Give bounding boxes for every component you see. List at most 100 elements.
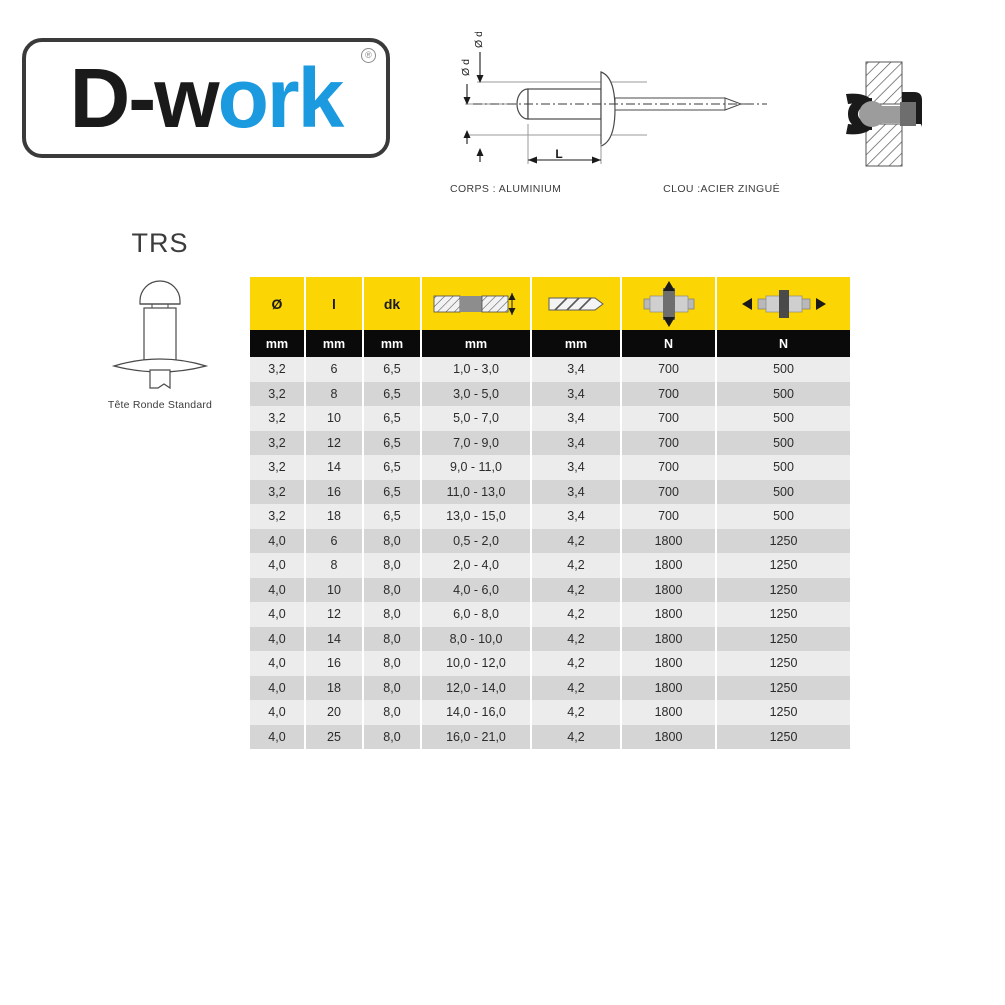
header-head-diameter: dk — [363, 277, 422, 330]
table-row: 3,2 12 6,5 7,0 - 9,0 3,4 700 500 — [250, 430, 850, 455]
table-cell: 18 — [305, 675, 364, 700]
table-row: 4,0 18 8,0 12,0 - 14,0 4,2 1800 1250 — [250, 675, 850, 700]
unit-tensile: N — [621, 330, 717, 357]
installed-rivet-icon — [838, 58, 958, 170]
table-cell: 7,0 - 9,0 — [421, 430, 532, 455]
table-cell: 4,0 - 6,0 — [421, 577, 532, 602]
table-cell: 6 — [305, 357, 364, 382]
table-cell: 20 — [305, 700, 364, 725]
table-row: 4,0 16 8,0 10,0 - 12,0 4,2 1800 1250 — [250, 651, 850, 676]
table-cell: 1250 — [716, 577, 850, 602]
table-cell: 4,0 — [250, 577, 306, 602]
table-cell: 3,4 — [531, 406, 622, 431]
table-cell: 18 — [305, 504, 364, 529]
table-cell: 8,0 — [363, 602, 422, 627]
table-row: 3,2 10 6,5 5,0 - 7,0 3,4 700 500 — [250, 406, 850, 431]
table-body: 3,2 6 6,5 1,0 - 3,0 3,4 700 500 3,2 8 6,5 3,0 - 5,… — [250, 357, 850, 749]
brand-logo: D-work ® — [22, 38, 390, 158]
table-cell: 4,2 — [531, 675, 622, 700]
table-cell: 12 — [305, 430, 364, 455]
table-cell: 700 — [621, 406, 717, 431]
tensile-strength-icon — [622, 277, 715, 330]
table-cell: 1800 — [621, 675, 717, 700]
table-cell: 6,5 — [363, 381, 422, 406]
table-cell: 1800 — [621, 602, 717, 627]
table-cell: 3,2 — [250, 479, 306, 504]
table-cell: 1800 — [621, 528, 717, 553]
table-cell: 1250 — [716, 626, 850, 651]
rivet-technical-drawing: Ø d Ø dk L — [447, 32, 777, 177]
table-cell: 8,0 — [363, 700, 422, 725]
table-cell: 8,0 — [363, 724, 422, 749]
table-cell: 14 — [305, 455, 364, 480]
table-cell: 11,0 - 13,0 — [421, 479, 532, 504]
header-grip-range — [421, 277, 532, 330]
table-cell: 3,4 — [531, 479, 622, 504]
table-cell: 1250 — [716, 724, 850, 749]
table-cell: 4,0 — [250, 602, 306, 627]
rivet-spec-table: Ø l dk — [250, 277, 850, 749]
table-cell: 9,0 - 11,0 — [421, 455, 532, 480]
table-cell: 5,0 - 7,0 — [421, 406, 532, 431]
table-row: 4,0 6 8,0 0,5 - 2,0 4,2 1800 1250 — [250, 528, 850, 553]
label-length-L: L — [555, 147, 562, 161]
table-cell: 1250 — [716, 651, 850, 676]
table-cell: 1250 — [716, 553, 850, 578]
table-cell: 4,0 — [250, 528, 306, 553]
table-cell: 1800 — [621, 577, 717, 602]
table-cell: 3,2 — [250, 430, 306, 455]
table-cell: 8 — [305, 553, 364, 578]
table-cell: 700 — [621, 504, 717, 529]
table-cell: 6,5 — [363, 479, 422, 504]
drill-hole-icon — [532, 277, 620, 330]
table-cell: 6,0 - 8,0 — [421, 602, 532, 627]
grip-range-icon — [422, 277, 530, 330]
table-cell: 3,2 — [250, 504, 306, 529]
table-cell: 4,0 — [250, 626, 306, 651]
table-cell: 4,2 — [531, 528, 622, 553]
table-cell: 1250 — [716, 675, 850, 700]
header-tensile-strength — [621, 277, 717, 330]
table-cell: 4,0 — [250, 651, 306, 676]
table-cell: 8,0 — [363, 675, 422, 700]
table-row: 3,2 8 6,5 3,0 - 5,0 3,4 700 500 — [250, 381, 850, 406]
table-row: 4,0 8 8,0 2,0 - 4,0 4,2 1800 1250 — [250, 553, 850, 578]
label-diameter-dk: Ø dk — [473, 32, 485, 48]
table-cell: 3,0 - 5,0 — [421, 381, 532, 406]
table-cell: 14,0 - 16,0 — [421, 700, 532, 725]
table-cell: 4,2 — [531, 724, 622, 749]
table-row: 3,2 16 6,5 11,0 - 13,0 3,4 700 500 — [250, 479, 850, 504]
table-cell: 4,2 — [531, 577, 622, 602]
head-type-caption: Tête Ronde Standard — [107, 399, 213, 411]
table-cell: 4,2 — [531, 626, 622, 651]
header-shear-strength — [716, 277, 850, 330]
table-cell: 6,5 — [363, 406, 422, 431]
table-cell: 700 — [621, 479, 717, 504]
table-row: 4,0 12 8,0 6,0 - 8,0 4,2 1800 1250 — [250, 602, 850, 627]
table-cell: 6,5 — [363, 430, 422, 455]
label-diameter-d: Ø d — [460, 59, 472, 76]
table-row: 4,0 10 8,0 4,0 - 6,0 4,2 1800 1250 — [250, 577, 850, 602]
table-cell: 500 — [716, 381, 850, 406]
table-cell: 8,0 — [363, 626, 422, 651]
head-type-drawing — [60, 265, 260, 393]
table-cell: 13,0 - 15,0 — [421, 504, 532, 529]
table-cell: 700 — [621, 455, 717, 480]
shear-strength-icon — [717, 277, 850, 330]
table-cell: 4,0 — [250, 553, 306, 578]
table-cell: 1,0 - 3,0 — [421, 357, 532, 382]
table-cell: 1800 — [621, 651, 717, 676]
table-row: 4,0 14 8,0 8,0 - 10,0 4,2 1800 1250 — [250, 626, 850, 651]
table-cell: 3,2 — [250, 381, 306, 406]
table-cell: 10 — [305, 577, 364, 602]
table-cell: 6,5 — [363, 504, 422, 529]
table-cell: 1800 — [621, 626, 717, 651]
header-drill-hole — [531, 277, 622, 330]
table-cell: 4,0 — [250, 700, 306, 725]
table-cell: 500 — [716, 455, 850, 480]
material-captions: CORPS : ALUMINIUM CLOU :ACIER ZINGUÉ — [450, 183, 780, 195]
table-cell: 4,2 — [531, 553, 622, 578]
table-cell: 12 — [305, 602, 364, 627]
table-row: 3,2 14 6,5 9,0 - 11,0 3,4 700 500 — [250, 455, 850, 480]
table-cell: 4,0 — [250, 675, 306, 700]
